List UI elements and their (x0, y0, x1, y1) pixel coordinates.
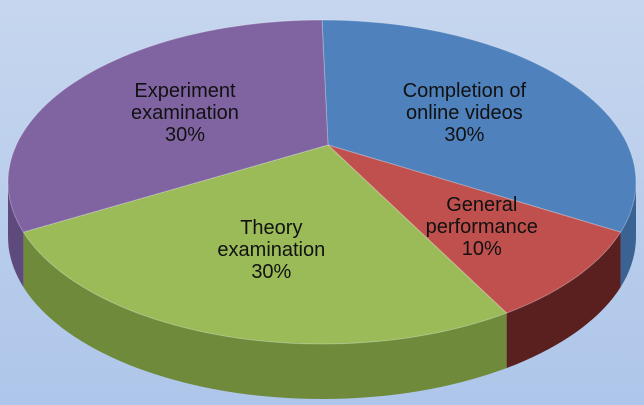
pie-slice-side (620, 182, 636, 288)
pie-slice (321, 19, 637, 233)
value-label: 30% (444, 123, 485, 146)
pie-slice (7, 19, 329, 233)
pie-slice (22, 144, 508, 345)
pie-slice-side (8, 182, 24, 288)
category-label: General performance (425, 193, 538, 238)
value-label: 10% (461, 237, 502, 260)
category-label: Experiment examination (131, 79, 239, 124)
category-label: Theory examination (217, 217, 326, 262)
slice-label: General performance 10% (397, 194, 567, 260)
value-label: 30% (251, 261, 292, 284)
category-label: Completion of online videos (402, 79, 527, 124)
pie-slice-side (23, 232, 507, 399)
slice-label: Completion of online videos 30% (379, 80, 549, 146)
value-label: 30% (164, 123, 205, 146)
pie-slice (327, 144, 622, 314)
pie-slice-side (506, 232, 621, 369)
slice-label: Theory examination 30% (186, 217, 356, 283)
slice-label: Experiment examination 30% (100, 80, 270, 146)
